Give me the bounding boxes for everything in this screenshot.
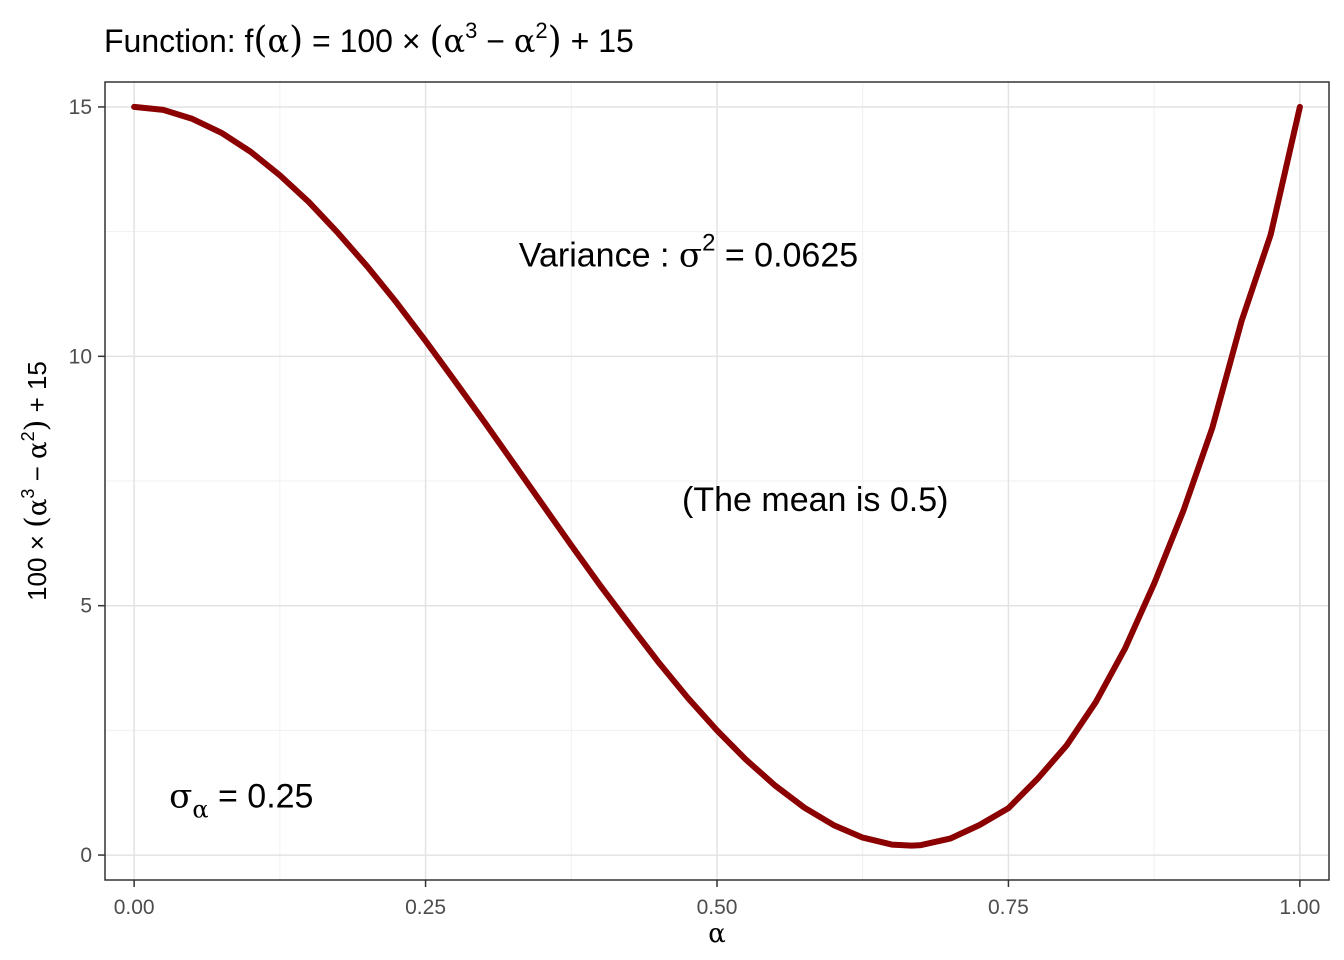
annotation-sd-sigma: σ [169,777,192,817]
title-paren-open-1: ( [253,20,267,61]
y-tick-label: 15 [69,96,92,119]
x-tick-label: 0.50 [697,896,738,919]
y-label-plus-15: + 15 [22,361,52,420]
y-label-minus: − [22,459,52,489]
y-axis-label: 100 × (α3 − α2) + 15 [18,361,54,601]
y-label-exp-3: 3 [18,489,38,499]
x-tick-label: 0.00 [114,896,155,919]
annotation-variance-label: Variance : [519,237,679,275]
annotation-variance-sigma: σ [679,236,702,276]
annotation-sd-subscript: α [192,796,208,824]
annotation-variance-value: = 0.0625 [715,237,858,275]
annotation-sd: σα = 0.25 [169,777,313,824]
annotation-sd-value: = 0.25 [209,778,314,816]
y-label-alpha-2: α [23,441,53,459]
title-paren-close-2: ) [548,20,562,61]
y-tick-label: 10 [69,345,92,368]
title-alpha-2: α [443,22,465,60]
y-label-exp-2: 2 [18,431,38,441]
chart-title: Function: f(α) = 100 × (α3 − α2) + 15 [104,18,634,61]
x-tick-label: 0.25 [405,896,446,919]
title-paren-open-2: ( [429,20,443,61]
title-times-100: = 100 × [303,23,429,59]
x-tick-label: 1.00 [1279,896,1320,919]
title-alpha-1: α [267,22,289,60]
y-label-paren-close: ) [19,420,54,432]
title-exp-2: 2 [535,18,547,43]
annotation-variance: Variance : σ2 = 0.0625 [519,230,858,276]
title-minus: − [477,23,513,59]
title-paren-close-1: ) [289,20,303,61]
annotation-mean: (The mean is 0.5) [682,481,948,519]
grid-major [105,82,1329,880]
series-line [131,103,1303,849]
x-axis-label: α [708,919,726,949]
title-exp-3: 3 [465,18,477,43]
x-tick-label: 0.75 [988,896,1029,919]
y-axis: 0 5 10 15 [69,96,105,867]
y-label-alpha-1: α [23,499,53,517]
y-label-paren-open: ( [19,516,54,528]
annotation-variance-exp: 2 [702,230,715,257]
chart-title-prefix: Function: f [104,23,254,59]
title-alpha-3: α [514,22,536,60]
y-label-100-times: 100 × [22,528,52,601]
title-plus-15: + 15 [562,23,634,59]
x-axis: 0.00 0.25 0.50 0.75 1.00 [114,880,1320,919]
y-tick-label: 5 [80,595,92,618]
y-tick-label: 0 [80,844,92,867]
